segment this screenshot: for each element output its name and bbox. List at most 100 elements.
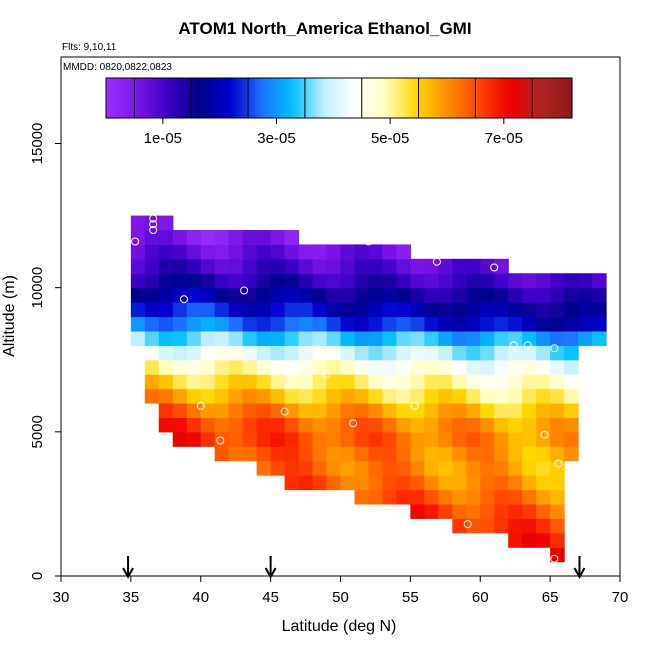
heatmap-cell <box>494 273 509 289</box>
heatmap-cell <box>228 345 244 361</box>
heatmap-cell <box>200 302 216 318</box>
heatmap-cell <box>424 431 439 447</box>
heatmap-cell <box>214 258 230 274</box>
heatmap-cell <box>564 273 579 289</box>
heatmap-cell <box>480 330 495 346</box>
heatmap-cell <box>396 316 411 332</box>
heatmap-cell <box>144 244 160 260</box>
heatmap-cell <box>284 258 300 274</box>
heatmap-cell <box>312 273 328 289</box>
heatmap-cell <box>144 258 160 274</box>
heatmap-cell <box>228 330 244 346</box>
heatmap-cell <box>508 518 523 534</box>
heatmap-cell <box>214 388 230 404</box>
heatmap-cell <box>284 359 300 375</box>
heatmap-cell <box>522 403 537 419</box>
heatmap-cell <box>480 388 495 404</box>
x-tick-label: 50 <box>332 589 349 606</box>
heatmap-cell <box>410 374 425 390</box>
heatmap-cell <box>228 230 244 246</box>
heatmap-cell <box>536 518 551 534</box>
heatmap-cell <box>494 489 509 505</box>
flight-point <box>322 370 331 379</box>
heatmap-cell <box>522 273 537 289</box>
heatmap-cell <box>550 518 565 534</box>
heatmap-cell <box>522 359 537 375</box>
heatmap-cell <box>396 388 411 404</box>
heatmap-cell <box>256 330 272 346</box>
heatmap-cell <box>242 417 258 433</box>
heatmap-cell <box>382 475 397 491</box>
heatmap-cell <box>312 446 328 462</box>
heatmap-cell <box>298 287 314 303</box>
heatmap-cell <box>214 273 230 289</box>
heatmap-cell <box>550 302 565 318</box>
heatmap-cell <box>214 316 230 332</box>
heatmap-cell <box>466 330 481 346</box>
heatmap-cell <box>298 258 314 274</box>
heatmap-cell <box>494 403 509 419</box>
heatmap-cell <box>200 287 216 303</box>
heatmap-cell <box>578 316 593 332</box>
heatmap-cell <box>340 403 356 419</box>
heatmap-cell <box>410 287 425 303</box>
flight-point <box>122 364 131 373</box>
heatmap-cell <box>256 446 272 462</box>
heatmap-cell <box>396 359 411 375</box>
heatmap-cell <box>186 302 202 318</box>
heatmap-cell <box>158 302 174 318</box>
heatmap-cell <box>228 417 244 433</box>
heatmap-cell <box>130 302 146 318</box>
heatmap-cell <box>354 258 370 274</box>
heatmap-cell <box>564 403 579 419</box>
heatmap-cell <box>326 403 342 419</box>
heatmap-cell <box>326 258 342 274</box>
heatmap-cell <box>340 345 356 361</box>
heatmap-cell <box>424 345 439 361</box>
heatmap-cell <box>466 431 481 447</box>
heatmap-cell <box>256 345 272 361</box>
heatmap-cell <box>438 503 453 519</box>
heatmap-cell <box>494 503 509 519</box>
heatmap-cell <box>200 388 216 404</box>
heatmap-cell <box>242 302 258 318</box>
heatmap-cell <box>242 446 258 462</box>
heatmap-cell <box>368 403 384 419</box>
heatmap-cell <box>396 330 411 346</box>
heatmap-cell <box>480 345 495 361</box>
heatmap-cell <box>200 230 216 246</box>
heatmap-cell <box>340 431 356 447</box>
heatmap-cell <box>242 359 258 375</box>
heatmap-cell <box>144 374 160 390</box>
heatmap-cell <box>228 431 244 447</box>
heatmap-cell <box>382 489 397 505</box>
heatmap-cell <box>522 503 537 519</box>
heatmap-cell <box>354 374 370 390</box>
heatmap-cell <box>382 417 397 433</box>
heatmap-cell <box>410 403 425 419</box>
heatmap-cell <box>438 417 453 433</box>
heatmap-cell <box>256 460 272 476</box>
heatmap-cell <box>158 403 174 419</box>
heatmap-cell <box>368 244 384 260</box>
heatmap-cell <box>270 460 286 476</box>
heatmap-cell <box>396 446 411 462</box>
heatmap-cell <box>242 403 258 419</box>
flight-point <box>410 401 419 410</box>
heatmap-cell <box>172 345 188 361</box>
heatmap-cell <box>466 359 481 375</box>
heatmap-cell <box>382 388 397 404</box>
heatmap-cell <box>242 244 258 260</box>
heatmap-cell <box>326 345 342 361</box>
flight-point <box>149 220 158 229</box>
heatmap-cell <box>410 489 425 505</box>
heatmap-cell <box>466 388 481 404</box>
heatmap-cell <box>340 388 356 404</box>
heatmap-cell <box>396 244 411 260</box>
heatmap-cell <box>452 273 467 289</box>
heatmap-cell <box>340 258 356 274</box>
heatmap-cell <box>480 518 495 534</box>
heatmap-cell <box>536 417 551 433</box>
heatmap-cell <box>242 287 258 303</box>
heatmap-cell <box>172 374 188 390</box>
